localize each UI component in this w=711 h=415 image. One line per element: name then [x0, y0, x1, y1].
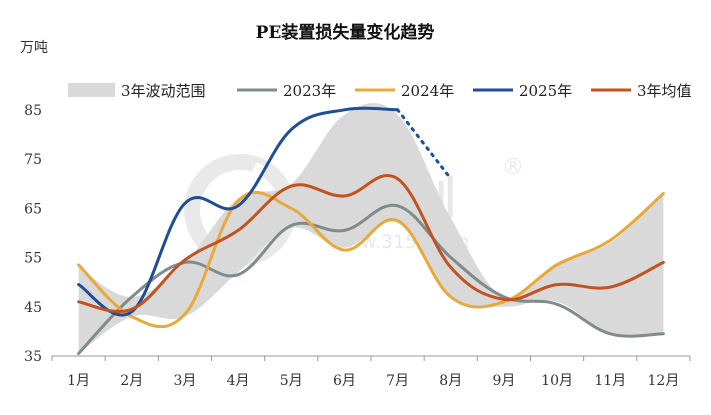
legend-label-4: 3年均值 — [637, 82, 692, 100]
series-line-0 — [77, 203, 665, 355]
legend-swatch-band — [68, 83, 115, 97]
x-tick-label: 4月 — [227, 373, 250, 389]
series-line-1 — [77, 190, 665, 329]
x-tick-label: 8月 — [439, 373, 462, 389]
x-tick-label: 11月 — [594, 373, 626, 389]
chart-title: PE装置损失量变化趋势 — [256, 22, 435, 43]
y-tick-label: 65 — [24, 201, 42, 217]
watermark-registered: ® — [502, 155, 524, 180]
x-tick-label: 6月 — [333, 373, 356, 389]
series-line-2 — [77, 106, 400, 317]
y-tick-label: 45 — [24, 300, 42, 316]
band-layer — [78, 102, 664, 354]
x-tick-label: 7月 — [386, 373, 409, 389]
y-tick-label: 85 — [24, 103, 42, 119]
x-tick-label: 9月 — [492, 373, 515, 389]
band-area — [78, 102, 664, 354]
legend-label-3: 2025年 — [519, 82, 572, 100]
legend-label-1: 2023年 — [283, 82, 336, 100]
x-tick-label: 12月 — [648, 373, 680, 389]
x-tick-label: 3月 — [173, 373, 196, 389]
x-tick-label: 10月 — [541, 373, 573, 389]
y-tick-label: 35 — [24, 349, 42, 365]
series-line-2-forecast — [396, 108, 453, 181]
series-line-3 — [77, 174, 665, 313]
legend: 3年波动范围 2023年 2024年 2025年 3年均值 — [68, 82, 692, 100]
x-tick-label: 2月 — [120, 373, 143, 389]
y-tick-label: 75 — [24, 152, 42, 168]
x-tick-label: 1月 — [67, 373, 90, 389]
x-tick-label: 5月 — [280, 373, 303, 389]
legend-label-2: 2024年 — [401, 82, 454, 100]
y-tick-label: 55 — [24, 251, 42, 267]
legend-label-0: 3年波动范围 — [121, 82, 206, 100]
y-axis-unit: 万吨 — [20, 40, 48, 56]
axis-layer: 35 45 55 65 75 85 1月 2月 3月 4月 5月 6月 7月 8月 9月 10月 11月 12月 — [24, 103, 691, 389]
series-layer — [77, 106, 665, 355]
